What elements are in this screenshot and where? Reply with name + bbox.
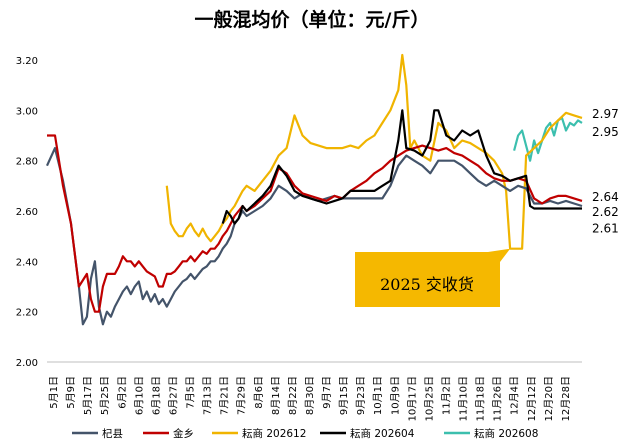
chart-title: 一般混均价（单位：元/斤） xyxy=(195,8,430,31)
x-axis: 5月1日 5月9日 5月17日 5月25日 6月2日 6月10日 6月18日 6月27日 7月5… xyxy=(47,361,582,421)
x-tick-label: 9月15日 xyxy=(338,376,350,415)
end-value-label: 2.62 xyxy=(592,205,619,219)
end-value-label: 2.61 xyxy=(592,221,619,235)
end-value-label: 2.95 xyxy=(592,125,619,139)
x-tick-label: 8月22日 xyxy=(287,376,299,415)
series-line-4 xyxy=(513,116,583,162)
x-tick-label: 5月9日 xyxy=(65,376,77,409)
legend-label: 耘商 202604 xyxy=(350,427,415,440)
x-tick-label: 12月12日 xyxy=(526,376,538,421)
x-tick-label: 8月6日 xyxy=(253,376,265,409)
x-tick-label: 12月20日 xyxy=(543,376,555,421)
y-tick-label: 3.20 xyxy=(16,56,38,67)
legend-label: 杞县 xyxy=(102,427,123,440)
x-tick-label: 11月10日 xyxy=(458,376,470,421)
series-line-1 xyxy=(47,134,583,313)
x-tick-label: 12月28日 xyxy=(560,376,572,421)
x-tick-label: 5月1日 xyxy=(48,376,60,409)
y-tick-label: 2.60 xyxy=(16,207,38,218)
y-tick-label: 2.00 xyxy=(16,358,38,369)
annotation-callout: 2025 交收货 xyxy=(355,248,511,307)
y-tick-label: 2.80 xyxy=(16,157,38,168)
x-tick-label: 7月21日 xyxy=(219,376,231,415)
x-tick-label: 5月25日 xyxy=(99,376,111,415)
x-tick-label: 6月10日 xyxy=(133,376,145,415)
legend-label: 耘商 202608 xyxy=(474,427,538,440)
x-tick-label: 12月4日 xyxy=(509,376,521,415)
x-tick-label: 6月27日 xyxy=(167,376,179,415)
series-line-2 xyxy=(165,53,583,250)
callout-text: 2025 交收货 xyxy=(380,275,474,294)
series-line-3 xyxy=(221,109,582,225)
x-tick-label: 8月14日 xyxy=(270,376,282,415)
end-value-label: 2.64 xyxy=(592,190,619,204)
x-tick-label: 9月7日 xyxy=(321,376,333,409)
end-labels: 2.97 2.95 2.642.62 2.61 xyxy=(592,107,619,236)
x-tick-label: 6月2日 xyxy=(116,376,128,409)
y-axis: 2.00 2.20 2.40 2.60 2.80 3.00 3.20 xyxy=(16,56,38,369)
x-tick-label: 7月29日 xyxy=(236,376,248,415)
legend-label: 金乡 xyxy=(173,427,194,440)
legend-label: 耘商 202612 xyxy=(242,427,306,440)
x-tick-label: 11月26日 xyxy=(492,376,504,421)
end-value-label: 2.97 xyxy=(592,107,619,121)
x-tick-label: 7月13日 xyxy=(202,376,214,415)
y-tick-label: 2.20 xyxy=(16,308,38,319)
x-tick-label: 10月25日 xyxy=(423,376,435,421)
x-tick-label: 6月18日 xyxy=(150,376,162,415)
x-tick-label: 7月5日 xyxy=(185,376,197,409)
x-tick-label: 8月30日 xyxy=(304,376,316,415)
y-tick-label: 2.40 xyxy=(16,257,38,268)
x-tick-label: 5月17日 xyxy=(82,376,94,415)
x-tick-label: 11月2日 xyxy=(440,376,452,415)
x-tick-label: 10月1日 xyxy=(372,376,384,415)
x-tick-label: 10月9日 xyxy=(389,376,401,415)
callout-shape xyxy=(355,248,511,307)
x-tick-label: 9月23日 xyxy=(355,376,367,415)
series-layer xyxy=(45,53,583,326)
x-tick-label: 10月17日 xyxy=(406,376,418,421)
x-tick-label: 11月18日 xyxy=(475,376,487,421)
legend: 杞县 金乡 耘商 202612 耘商 202604 耘商 202608 xyxy=(72,427,538,440)
y-tick-label: 3.00 xyxy=(16,106,38,117)
